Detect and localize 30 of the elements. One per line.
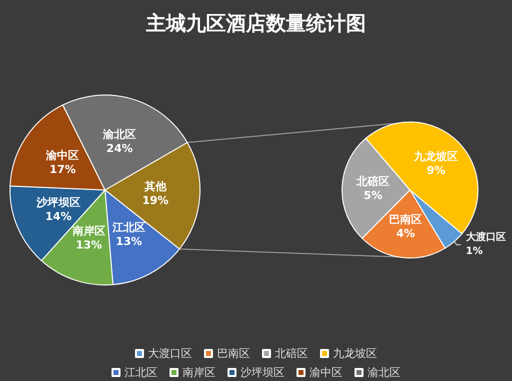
legend-label: 沙坪坝区	[240, 366, 284, 379]
data-label: 17%	[49, 162, 76, 176]
slice-label: 南岸区	[71, 224, 106, 238]
data-label: 13%	[116, 235, 142, 248]
legend-label: 北碚区	[275, 347, 308, 360]
data-label: 19%	[142, 194, 169, 208]
data-label: 9%	[426, 164, 446, 178]
chart-title: 主城九区酒店数量统计图	[145, 11, 366, 35]
legend-label: 大渡口区	[148, 347, 192, 360]
slice-label: 巴南区	[389, 213, 422, 226]
slice-label: 九龙坡区	[413, 150, 458, 164]
data-label: 14%	[45, 210, 72, 224]
legend-label: 南岸区	[182, 366, 216, 379]
data-label: 24%	[106, 142, 133, 156]
data-label: 1%	[466, 246, 483, 258]
legend-label: 渝中区	[310, 366, 342, 379]
legend-label: 巴南区	[217, 347, 250, 360]
data-label: 4%	[396, 227, 415, 240]
slice-label: 江北区	[111, 221, 146, 234]
slice-label: 渝中区	[45, 148, 80, 162]
slice-label: 沙坪坝区	[35, 196, 80, 210]
slice-label: 渝北区	[102, 128, 136, 142]
slice-label: 大渡口区	[464, 231, 506, 244]
slice-label: 其他	[143, 180, 168, 194]
data-label: 13%	[76, 238, 102, 252]
data-label: 5%	[364, 189, 382, 202]
legend-label: 渝北区	[368, 366, 400, 379]
slice-label: 北碚区	[356, 175, 390, 188]
legend-label: 江北区	[124, 366, 158, 379]
legend-label: 九龙坡区	[333, 347, 377, 360]
